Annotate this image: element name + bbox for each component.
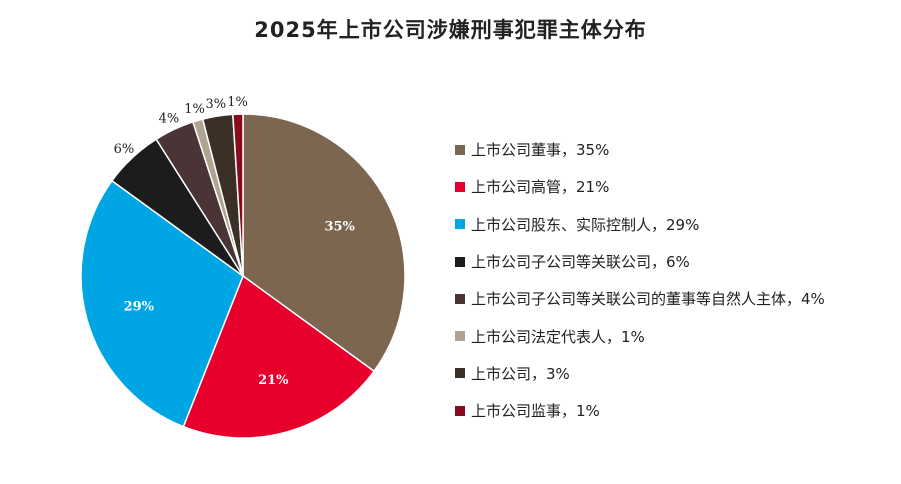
data-label-2: 21% xyxy=(258,373,289,388)
legend-swatch-7 xyxy=(455,368,465,379)
legend-item-8: 上市公司监事，1% xyxy=(455,392,825,429)
legend-label-2: 上市公司高管，21% xyxy=(471,178,610,197)
legend-item-1: 上市公司董事，35% xyxy=(455,131,825,168)
data-label-4: 6% xyxy=(114,142,135,157)
pie-slice-8 xyxy=(232,113,244,277)
data-label-3: 29% xyxy=(124,299,155,314)
legend-item-3: 上市公司股东、实际控制人，29% xyxy=(455,206,825,243)
legend-label-7: 上市公司，3% xyxy=(471,364,570,383)
chart-title: 2025年上市公司涉嫌刑事犯罪主体分布 xyxy=(254,18,647,42)
pie-data-labels: 35% 21% 29% 6% 4% 1% 3% 1% xyxy=(114,95,356,388)
data-label-8: 1% xyxy=(227,95,248,110)
legend-label-3: 上市公司股东、实际控制人，29% xyxy=(471,215,700,234)
pie-slices xyxy=(80,113,406,439)
legend-item-5: 上市公司子公司等关联公司的董事等自然人主体，4% xyxy=(455,280,825,317)
legend-item-7: 上市公司，3% xyxy=(455,355,825,392)
legend-item-2: 上市公司高管，21% xyxy=(455,168,825,205)
legend-label-8: 上市公司监事，1% xyxy=(471,402,600,421)
legend-swatch-4 xyxy=(455,256,465,267)
pie-slice-1 xyxy=(242,113,406,373)
data-label-6: 1% xyxy=(184,102,205,117)
pie-slice-3 xyxy=(80,179,244,428)
legend-item-6: 上市公司法定代表人，1% xyxy=(455,317,825,354)
legend-swatch-1 xyxy=(455,144,465,155)
data-label-1: 35% xyxy=(324,220,355,235)
legend-item-4: 上市公司子公司等关联公司，6% xyxy=(455,243,825,280)
chart-legend: 上市公司董事，35% 上市公司高管，21% 上市公司股东、实际控制人，29% 上市公司… xyxy=(455,131,825,429)
legend-label-5: 上市公司子公司等关联公司的董事等自然人主体，4% xyxy=(471,290,825,309)
legend-swatch-8 xyxy=(455,405,465,416)
legend-swatch-5 xyxy=(455,293,465,304)
legend-label-6: 上市公司法定代表人，1% xyxy=(471,327,645,346)
legend-swatch-6 xyxy=(455,331,465,342)
data-label-5: 4% xyxy=(159,112,180,127)
pie-slice-2 xyxy=(182,274,376,439)
legend-label-4: 上市公司子公司等关联公司，6% xyxy=(471,253,690,272)
legend-label-1: 上市公司董事，35% xyxy=(471,141,610,160)
data-label-7: 3% xyxy=(205,97,226,112)
legend-swatch-2 xyxy=(455,181,465,192)
legend-swatch-3 xyxy=(455,219,465,230)
